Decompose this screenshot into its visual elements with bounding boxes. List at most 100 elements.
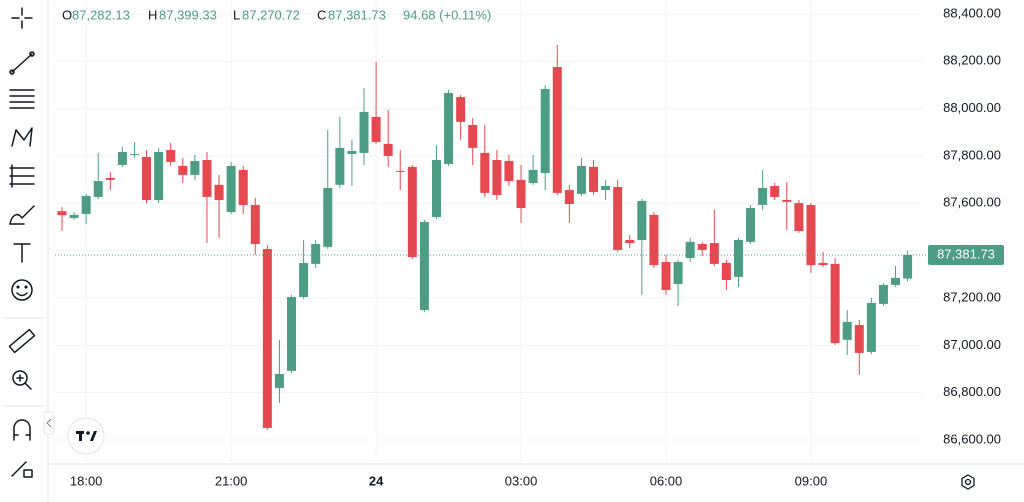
candle-body [142,156,152,200]
candle-body [468,124,478,148]
candle-body [589,166,599,192]
open-label: O [62,7,72,22]
candle-body [746,208,756,242]
candle-body [806,204,816,266]
candle-body [287,297,297,371]
candle-body [311,244,321,264]
settings-button[interactable] [961,474,975,490]
y-tick-label: 87,600.00 [943,195,1001,210]
candle-body [299,262,309,298]
candle-body [758,187,768,205]
candle-body [878,284,888,304]
candle-body [419,222,429,311]
candle-body [57,211,67,216]
candle-body [782,199,792,202]
candle-body [492,159,502,196]
candle-body [709,243,719,264]
candle-body [335,147,345,185]
candle-body [238,169,248,205]
candle-body [383,143,393,156]
candle-body [190,160,200,175]
candle-body [395,170,405,172]
candle-body [540,88,550,174]
candle-body [733,239,743,277]
candle-body [854,324,864,353]
candle-body [69,214,79,218]
candle-body [371,116,381,143]
tradingview-logo [67,417,105,455]
grid [55,0,922,462]
candle-body [770,186,780,197]
x-tick-label: 06:00 [650,473,683,488]
candle-body [359,111,369,153]
ohlc-legend: O 87,282.13 H 87,399.33 L 87,270.72 C 87… [62,7,491,22]
candle-body [794,203,804,231]
text-tool[interactable] [13,243,31,263]
candle-body [637,200,647,240]
x-tick-label: 18:00 [70,473,103,488]
candle-body [105,177,115,180]
candle-body [117,151,127,165]
candle-body [456,97,466,122]
candle-body [721,262,731,280]
candle-body [842,321,852,340]
candle-body [830,263,840,343]
collapse-toolbar[interactable] [43,411,55,435]
lines-tool[interactable] [9,89,35,109]
candle-body [818,262,828,266]
candle-body [178,165,188,175]
candle-body [564,190,574,205]
lock-draw-tool[interactable] [11,461,33,478]
candle-body [166,150,176,162]
y-tick-label: 87,000.00 [943,337,1001,352]
candle-body [576,165,586,194]
candle-body [93,181,103,197]
low-label: L [233,7,240,22]
candle-body [274,373,284,388]
y-tick-label: 87,200.00 [943,289,1001,304]
candle-body [431,159,441,218]
zoom-tool[interactable] [12,370,32,390]
y-tick-label: 88,200.00 [943,53,1001,68]
brush-tool[interactable] [9,205,35,225]
low-value: 87,270.72 [242,7,300,22]
candle-body [444,93,454,165]
pattern-tool[interactable] [11,127,33,147]
candle-body [601,186,611,191]
candle-body [250,204,260,245]
y-tick-label: 88,000.00 [943,100,1001,115]
candle-body [81,195,91,214]
candle-body [673,262,683,285]
crosshair-tool[interactable] [11,7,33,29]
y-tick-label: 86,800.00 [943,384,1001,399]
emoji-tool[interactable] [11,279,33,301]
close-label: C [317,7,326,22]
change-value: 94.68 (+0.11%) [403,7,491,22]
last-price-label: 87,381.73 [937,246,995,261]
candle-body [226,165,236,213]
magnet-tool[interactable] [13,419,31,441]
candle-body [262,248,272,428]
toolbar [4,0,55,502]
candle-body [129,154,139,156]
close-value: 87,381.73 [328,7,386,22]
candle-body [407,166,417,258]
fib-tool[interactable] [9,164,35,188]
y-tick-label: 87,800.00 [943,147,1001,162]
ruler-tool[interactable] [8,328,36,354]
x-tick-label: 21:00 [215,473,248,488]
high-label: H [148,7,157,22]
candle-body [903,254,913,279]
trendline-tool[interactable] [9,51,35,75]
candle-body [625,239,635,244]
candle-body [613,186,623,250]
candle-body [866,302,876,352]
candle-body [685,241,695,258]
open-value: 87,282.13 [72,7,130,22]
candle-body [552,66,562,193]
candle-body [323,187,333,247]
x-tick-label: 24 [369,473,384,488]
high-value: 87,399.33 [159,7,217,22]
